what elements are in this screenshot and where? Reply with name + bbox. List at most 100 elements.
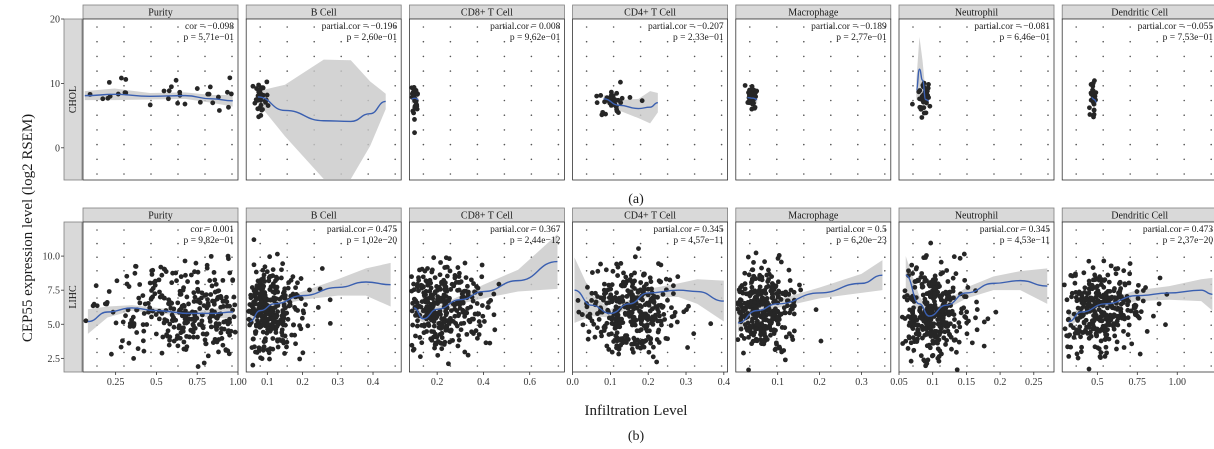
data-point <box>228 91 234 97</box>
grid-dot <box>1210 365 1212 367</box>
grid-dot <box>966 365 968 367</box>
grid-dot <box>1075 143 1077 146</box>
data-point <box>261 272 267 278</box>
grid-dot <box>231 114 233 116</box>
data-point <box>419 299 425 304</box>
data-point <box>479 303 485 308</box>
data-point <box>1118 301 1124 307</box>
grid-dot <box>394 70 397 72</box>
grid-dot <box>231 173 233 175</box>
data-point <box>609 349 615 355</box>
grid-dot <box>150 55 152 58</box>
grid-dot <box>123 365 125 367</box>
grid-dot <box>150 99 152 102</box>
grid-dot <box>367 229 370 231</box>
data-point <box>612 97 618 103</box>
data-point <box>1102 277 1108 283</box>
grid-dot <box>340 351 343 354</box>
grid-dot <box>912 129 914 131</box>
data-point <box>956 339 962 345</box>
data-point <box>652 295 657 301</box>
grid-dot <box>803 351 805 354</box>
data-point <box>981 343 987 349</box>
data-point <box>768 327 774 333</box>
data-point <box>602 281 607 287</box>
grid-dot <box>912 85 914 87</box>
data-point <box>769 281 775 286</box>
grid-dot <box>1156 242 1158 245</box>
grid-dot <box>123 351 125 354</box>
data-point <box>258 355 263 361</box>
grid-dot <box>150 143 152 146</box>
grid-dot <box>557 283 560 286</box>
data-point <box>918 105 924 110</box>
data-point <box>1106 295 1112 301</box>
data-point <box>274 276 280 281</box>
grid-dot <box>776 229 778 231</box>
data-point <box>928 240 934 246</box>
grid-dot <box>1102 70 1104 72</box>
grid-dot <box>666 129 669 131</box>
grid-dot <box>803 85 805 87</box>
grid-dot <box>1047 70 1049 72</box>
grid-dot <box>993 256 995 259</box>
data-point <box>269 324 275 330</box>
grid-dot <box>96 351 98 354</box>
data-point <box>197 306 203 311</box>
panel-title: Dendritic Cell <box>1111 211 1168 222</box>
grid-dot <box>1075 114 1077 116</box>
grid-dot <box>993 114 995 116</box>
data-point <box>1117 288 1123 294</box>
grid-dot <box>1129 70 1131 72</box>
data-point <box>656 340 662 345</box>
data-point <box>740 290 746 296</box>
grid-dot <box>1102 55 1104 58</box>
data-point <box>167 337 172 343</box>
data-point <box>1092 272 1098 278</box>
data-point <box>931 285 937 291</box>
data-point <box>140 293 146 298</box>
data-point <box>1143 285 1148 290</box>
data-point <box>936 358 942 364</box>
grid-dot <box>313 365 316 367</box>
data-point <box>174 278 179 284</box>
data-point <box>439 281 444 286</box>
grid-dot <box>340 26 343 28</box>
grid-dot <box>557 143 560 146</box>
grid-dot <box>666 256 669 259</box>
grid-dot <box>1156 70 1158 72</box>
data-point <box>211 270 217 275</box>
data-point <box>1106 336 1112 342</box>
data-point <box>985 316 991 322</box>
grid-dot <box>720 114 723 116</box>
panel-title: Macrophage <box>788 211 839 222</box>
grid-dot <box>939 55 941 58</box>
data-point <box>412 130 417 136</box>
data-point <box>1125 332 1131 338</box>
confidence-band <box>737 260 883 333</box>
grid-dot <box>557 129 560 131</box>
grid-dot <box>394 270 397 272</box>
grid-dot <box>1183 351 1185 354</box>
grid-dot <box>530 70 533 72</box>
grid-dot <box>993 70 995 72</box>
data-point <box>634 305 640 311</box>
grid-dot <box>503 143 506 146</box>
data-point <box>438 340 444 346</box>
grid-dot <box>231 40 233 43</box>
grid-dot <box>150 242 152 245</box>
data-point <box>752 300 757 306</box>
data-point <box>226 351 232 357</box>
data-point <box>1086 286 1092 291</box>
stat-p: p = 9.82e−01 <box>183 236 234 246</box>
data-point <box>708 321 714 327</box>
data-point <box>442 280 448 286</box>
data-point <box>780 290 785 296</box>
grid-dot <box>966 99 968 102</box>
grid-dot <box>177 173 179 175</box>
stat-cor: partial.cor = 0.475 <box>327 225 398 235</box>
grid-dot <box>776 365 778 367</box>
data-point <box>258 97 264 103</box>
grid-dot <box>96 365 98 367</box>
